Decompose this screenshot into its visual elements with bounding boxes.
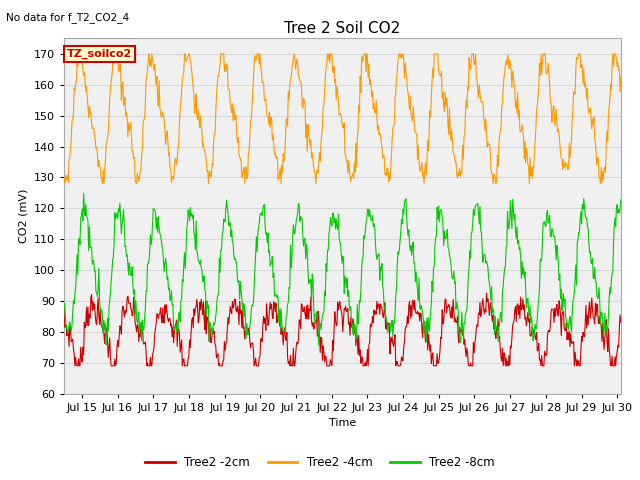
Y-axis label: CO2 (mV): CO2 (mV) [19, 189, 28, 243]
Text: No data for f_T2_CO2_4: No data for f_T2_CO2_4 [6, 12, 129, 23]
Text: TZ_soilco2: TZ_soilco2 [67, 49, 132, 60]
Legend: Tree2 -2cm, Tree2 -4cm, Tree2 -8cm: Tree2 -2cm, Tree2 -4cm, Tree2 -8cm [141, 452, 499, 474]
Title: Tree 2 Soil CO2: Tree 2 Soil CO2 [284, 21, 401, 36]
X-axis label: Time: Time [329, 418, 356, 428]
